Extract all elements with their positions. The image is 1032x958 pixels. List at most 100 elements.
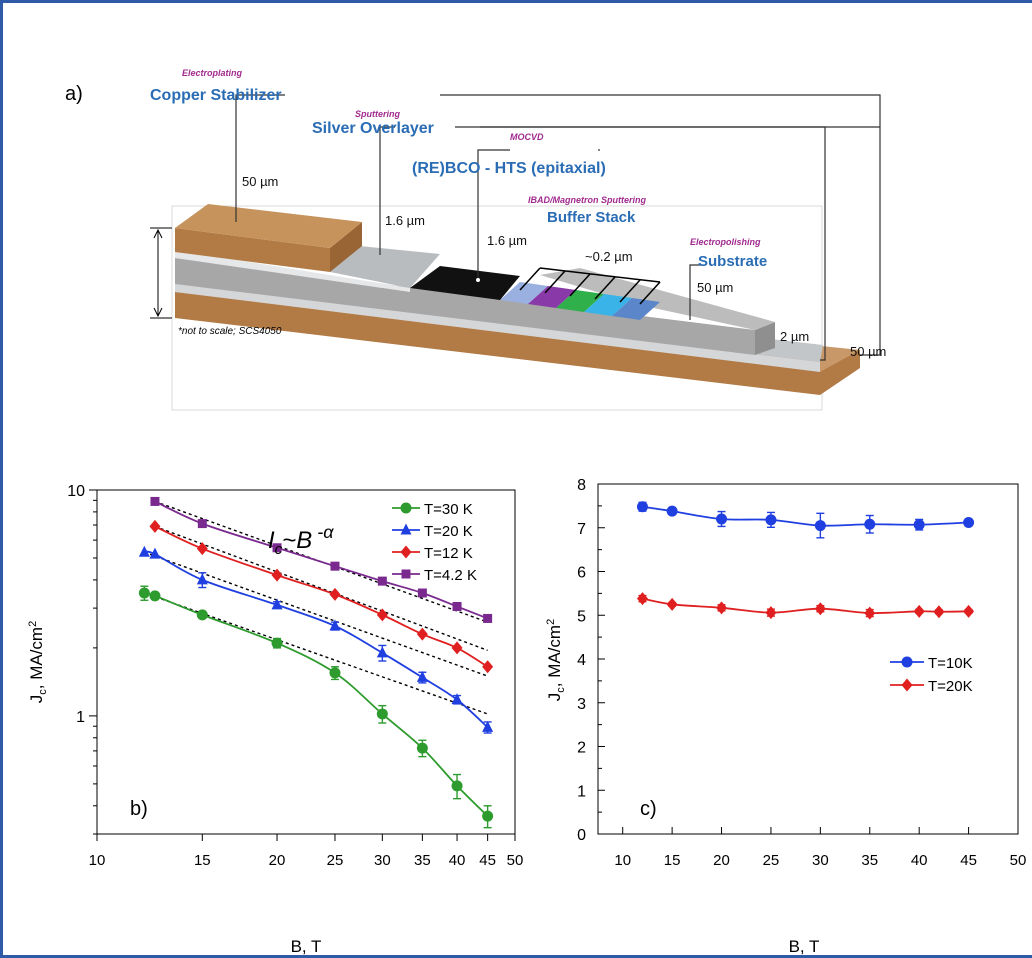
tape-thickness-arrow [150,227,172,319]
chart-c-point [814,602,826,616]
panel-a-label: a) [65,83,83,105]
chart-c-point [716,513,728,525]
substrate-front [175,258,755,355]
chart-c-legend-marker [901,656,913,668]
panel-a: a) [65,68,886,411]
chart-b-point [138,587,150,599]
chart-b-point [376,608,388,622]
chart-c-ytick-label: 5 [577,608,586,625]
layer-process-4: Electropolishing [690,237,761,247]
chart-b-legend: T=30 K T=20 K T=12 K T=4.2 K [392,501,477,584]
chart-b-point [329,667,341,679]
chart-c-point [864,606,876,620]
layer-name-0: Copper Stabilizer [150,87,282,104]
chart-b-xtick-label: 40 [449,852,466,869]
chart-c-xtick-label: 20 [713,852,730,869]
chart-b-fit-line [144,592,488,715]
top-copper-top [175,204,362,248]
chart-b-point [451,641,463,655]
chart-b-point [197,519,207,529]
chart-c-xtick-label: 45 [960,852,977,869]
substrate-top [540,268,775,330]
chart-c-point [636,592,648,606]
layer-name-2: (RE)BCO - HTS (epitaxial) [412,160,606,177]
chart-b-point [149,590,161,602]
silver-overlayer [330,246,440,288]
chart-b-point [196,573,208,585]
chart-c-legend-label: T=20K [928,678,973,695]
layer-process-3: IBAD/Magnetron Sputtering [528,195,646,205]
layer-thickness-3: ~0.2 µm [585,249,633,264]
chart-b-xtick-label: 10 [89,852,106,869]
chart-c-ytick-label: 7 [577,521,586,538]
chart-b-point [416,627,428,641]
chart-b-legend-label: T=4.2 K [424,567,477,584]
chart-c-panel-label: c) [640,798,657,820]
chart-b-point [329,587,341,601]
buffer-strip-1 [500,282,548,304]
chart-c-ytick-label: 8 [577,477,586,494]
layer-thickness-1: 1.6 µm [385,213,425,228]
layer-name-3: Buffer Stack [547,209,636,226]
chart-b-point [272,543,282,553]
chart-c-point [864,518,876,530]
chart-c-ytick-label: 3 [577,696,586,713]
scale-note: *not to scale; SCS4050 [178,326,282,337]
chart-b-ticks: 10 15 20 25 30 35 40 45 50 1 10 [67,483,523,869]
chart-b-frame [96,489,516,835]
chart-b-point [451,780,463,792]
layer-thickness-2: 1.6 µm [487,233,527,248]
buffer-strip-5 [612,298,660,320]
chart-b-point [482,660,494,674]
chart-b-point [329,619,341,631]
chart-b-point [416,670,428,682]
chart-c-legend-marker [901,678,913,692]
chart-c-xtick-label: 50 [1010,852,1027,869]
chart-b-point [417,588,427,598]
chart-b-legend-marker [400,502,412,514]
chart-b-point [149,519,161,533]
chart-c-point [666,597,678,611]
buffer-strip-3 [556,290,604,312]
chart-c-legend: T=10K T=20K [890,655,973,695]
chart-b-series-line [144,592,489,817]
layer-thickness-0: 50 µm [242,174,278,189]
chart-b-xtick-label: 45 [479,852,496,869]
chart-c-ytick-label: 2 [577,740,586,757]
layer-process-0: Electroplating [182,68,243,78]
chart-b-ylabel: Jc, MA/cm2 [27,621,49,703]
silver-front [175,250,410,292]
chart-b-point [271,637,283,649]
chart-b: 10 15 20 25 30 35 40 45 50 1 10 T=30 K T=20 K T=12 K… [27,483,523,956]
chart-c-point [933,605,945,619]
chart-c-xtick-label: 35 [861,852,878,869]
chart-b-point [376,708,388,720]
top-copper-front [175,228,330,272]
chart-c-point [913,519,925,531]
chart-b-legend-marker [401,569,411,579]
chart-c-point [636,501,648,513]
chart-c-ytick-label: 1 [577,783,586,800]
chart-c-ytick-label: 4 [577,652,586,669]
chart-b-panel-label: b) [130,798,148,820]
chart-c-xtick-label: 10 [614,852,631,869]
chart-c-xtick-label: 30 [812,852,829,869]
chart-b-xtick-label: 20 [269,852,286,869]
chart-b-point [271,598,283,610]
chart-b-legend-label: T=12 K [424,545,473,562]
chart-b-legend-marker [400,545,412,559]
top-copper-side [330,222,362,272]
chart-b-xtick-label: 15 [194,852,211,869]
chart-b-point [150,496,160,506]
chart-c-xtick-label: 25 [763,852,780,869]
chart-b-point [452,601,462,611]
chart-b-xtick-label: 30 [374,852,391,869]
chart-b-point [483,613,493,623]
buffer-strip-2 [528,286,576,308]
chart-c-point [716,601,728,615]
chart-b-point [377,576,387,586]
chart-b-point [451,693,463,705]
chart-b-fit-line [154,525,488,652]
chart-b-point [149,547,161,559]
